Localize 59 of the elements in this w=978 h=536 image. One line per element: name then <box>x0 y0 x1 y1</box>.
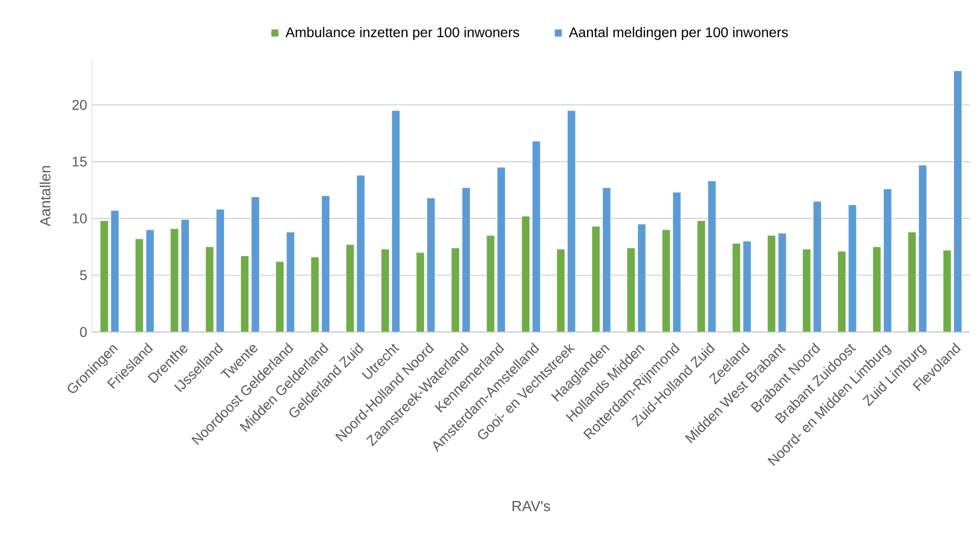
bar <box>146 230 154 332</box>
y-tick-label: 10 <box>72 214 87 224</box>
bar <box>672 192 682 332</box>
y-tick-label: 20 <box>72 100 87 110</box>
bar <box>497 167 506 332</box>
bar <box>602 188 611 332</box>
bar <box>708 180 716 332</box>
bar <box>592 226 600 332</box>
bar <box>954 70 962 332</box>
bar <box>778 233 786 332</box>
bar <box>180 219 190 332</box>
bar <box>392 110 400 332</box>
bar <box>380 248 390 332</box>
bar <box>742 240 752 332</box>
bar <box>416 252 425 332</box>
bar <box>170 228 179 332</box>
y-tick-label: 15 <box>72 156 87 167</box>
bar <box>276 261 284 332</box>
bar <box>848 204 857 332</box>
x-axis-title: RAV's <box>512 501 550 512</box>
bar <box>556 248 565 332</box>
bar <box>205 246 214 332</box>
bar <box>286 232 295 332</box>
bar <box>100 220 108 332</box>
bar <box>521 216 530 332</box>
bar <box>310 256 320 332</box>
bar <box>462 188 470 332</box>
y-axis-title: Aantallen <box>40 166 50 226</box>
legend-label: Aantal meldingen per 100 inwoners <box>568 26 788 40</box>
bar <box>346 244 354 332</box>
bar <box>662 230 670 332</box>
bar <box>638 224 646 332</box>
bar <box>767 235 776 332</box>
bar <box>486 235 495 332</box>
bar <box>918 164 927 332</box>
bar <box>216 209 224 332</box>
bar <box>321 196 330 332</box>
bar <box>426 198 436 332</box>
bar <box>240 256 249 332</box>
bar <box>567 110 576 332</box>
bar <box>451 248 460 332</box>
bar <box>626 248 636 332</box>
y-tick-label: 5 <box>80 270 87 280</box>
bar <box>883 188 892 332</box>
bar <box>802 248 811 332</box>
y-tick-label: 0 <box>80 327 87 337</box>
bar <box>110 210 120 332</box>
legend-label: Ambulance inzetten per 100 inwoners <box>285 26 520 40</box>
bar <box>732 243 741 332</box>
bar <box>813 201 822 332</box>
bar <box>838 251 846 332</box>
bar <box>697 220 706 332</box>
bar <box>135 238 144 332</box>
bar <box>908 232 916 332</box>
bar <box>356 175 365 332</box>
bar <box>942 250 952 332</box>
bar <box>872 246 882 332</box>
bar <box>251 196 260 332</box>
bar <box>532 141 541 332</box>
